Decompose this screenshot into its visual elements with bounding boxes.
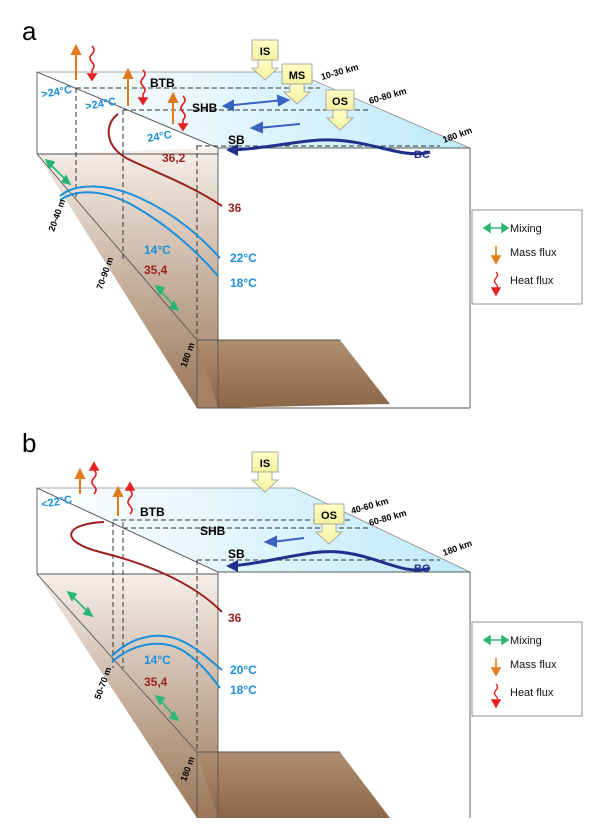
- zone-is: IS: [250, 39, 280, 81]
- depth-1: 20-40 m: [46, 198, 67, 233]
- isotherm-18-b: [111, 642, 221, 689]
- zone-os-b: OS: [313, 503, 345, 545]
- bc-current: [231, 138, 431, 156]
- svg-text:IS: IS: [260, 46, 270, 58]
- legend-b-mixing: Mixing: [510, 635, 542, 647]
- panel-letter-b: b: [22, 428, 36, 458]
- depth-lines: [75, 88, 198, 338]
- front-btb-b: BTB: [140, 505, 165, 519]
- exchange-arrow-ms: [221, 94, 291, 112]
- heat-flux-arrow: [86, 45, 189, 132]
- isohaline-36-b: [70, 521, 223, 613]
- legend-mass-flux: Mass flux: [510, 247, 557, 259]
- box-outline: [36, 71, 471, 409]
- heat-flux-arrow-b: [88, 461, 136, 515]
- mass-flux-arrow-b: [74, 467, 124, 516]
- sea-surface-b: [36, 487, 471, 573]
- surface-temp-3: 24°C: [146, 129, 172, 145]
- legend-heat-flux: Heat flux: [510, 275, 554, 287]
- sediment-floor: [197, 340, 390, 408]
- zone-os: OS: [325, 89, 355, 131]
- panel-b: b IS: [22, 428, 473, 818]
- mixing-arrow: [44, 158, 180, 312]
- zone-is-b: IS: [250, 451, 280, 493]
- sediment-slope: [37, 148, 218, 408]
- salinity-36: 36: [228, 201, 242, 215]
- front-sb-b: SB: [228, 547, 245, 561]
- mixing-arrow-b: [66, 590, 180, 722]
- bottom-salinity: 35,4: [144, 263, 168, 277]
- bottom-salinity-b: 35,4: [144, 675, 168, 689]
- bottom-temp: 14°C: [144, 243, 171, 257]
- surface-temp-b: <22°C: [40, 494, 73, 511]
- legend-b-heat-flux: Heat flux: [510, 687, 554, 699]
- svg-text:OS: OS: [321, 510, 337, 522]
- isohaline-36: [107, 113, 223, 207]
- svg-text:MS: MS: [289, 70, 306, 82]
- isotherm-18-label: 18°C: [230, 276, 257, 290]
- front-sb: SB: [228, 133, 245, 147]
- exchange-arrow-os: [249, 121, 301, 134]
- bc-current-b: [231, 550, 431, 572]
- isotherm-22: [59, 185, 221, 259]
- depth-lines-b: [112, 522, 198, 750]
- isotherm-18: [59, 191, 219, 277]
- sediment-floor-b: [197, 752, 390, 818]
- surface-temp-2: >24°C: [84, 96, 117, 113]
- svg-text:IS: IS: [260, 458, 270, 470]
- legend-b-mass-flux: Mass flux: [510, 659, 557, 671]
- bc-current-head-b: [226, 560, 238, 572]
- zone-ms: MS: [281, 63, 313, 105]
- salinity-36-2: 36,2: [162, 151, 186, 165]
- mass-flux-arrow: [70, 43, 179, 124]
- box-outline-b: [36, 487, 471, 818]
- dist-b-2: 60-80 km: [368, 508, 408, 528]
- dist-b-3: 180 km: [441, 538, 473, 558]
- legend-b: Mixing Mass flux Heat flux: [471, 621, 583, 717]
- bc-label-b: BC: [414, 563, 430, 575]
- sediment-slope-b: [37, 574, 218, 818]
- bc-current-head: [226, 144, 238, 156]
- legend-a: Mixing Mass flux Heat flux: [471, 209, 583, 305]
- surface-temp-1: >24°C: [40, 84, 73, 101]
- panel-letter-a: a: [22, 16, 37, 46]
- front-btb: BTB: [150, 76, 175, 90]
- dist-2: 60-80 km: [368, 86, 408, 106]
- bottom-temp-b: 14°C: [144, 653, 171, 667]
- svg-text:OS: OS: [332, 96, 348, 108]
- isotherm-22-label: 22°C: [230, 251, 257, 265]
- dist-1: 10-30 km: [320, 62, 360, 82]
- isotherm-20-label: 20°C: [230, 663, 257, 677]
- exchange-arrow-b: [263, 535, 305, 548]
- front-shb-b: SHB: [200, 524, 226, 538]
- dist-3: 180 km: [441, 125, 473, 145]
- salinity-36-b: 36: [228, 611, 242, 625]
- legend-mixing: Mixing: [510, 223, 542, 235]
- isotherm-18-label-b: 18°C: [230, 683, 257, 697]
- front-shb: SHB: [192, 101, 218, 115]
- bc-label: BC: [414, 149, 430, 161]
- isotherm-20-b: [111, 634, 223, 671]
- panel-a: a: [22, 16, 473, 409]
